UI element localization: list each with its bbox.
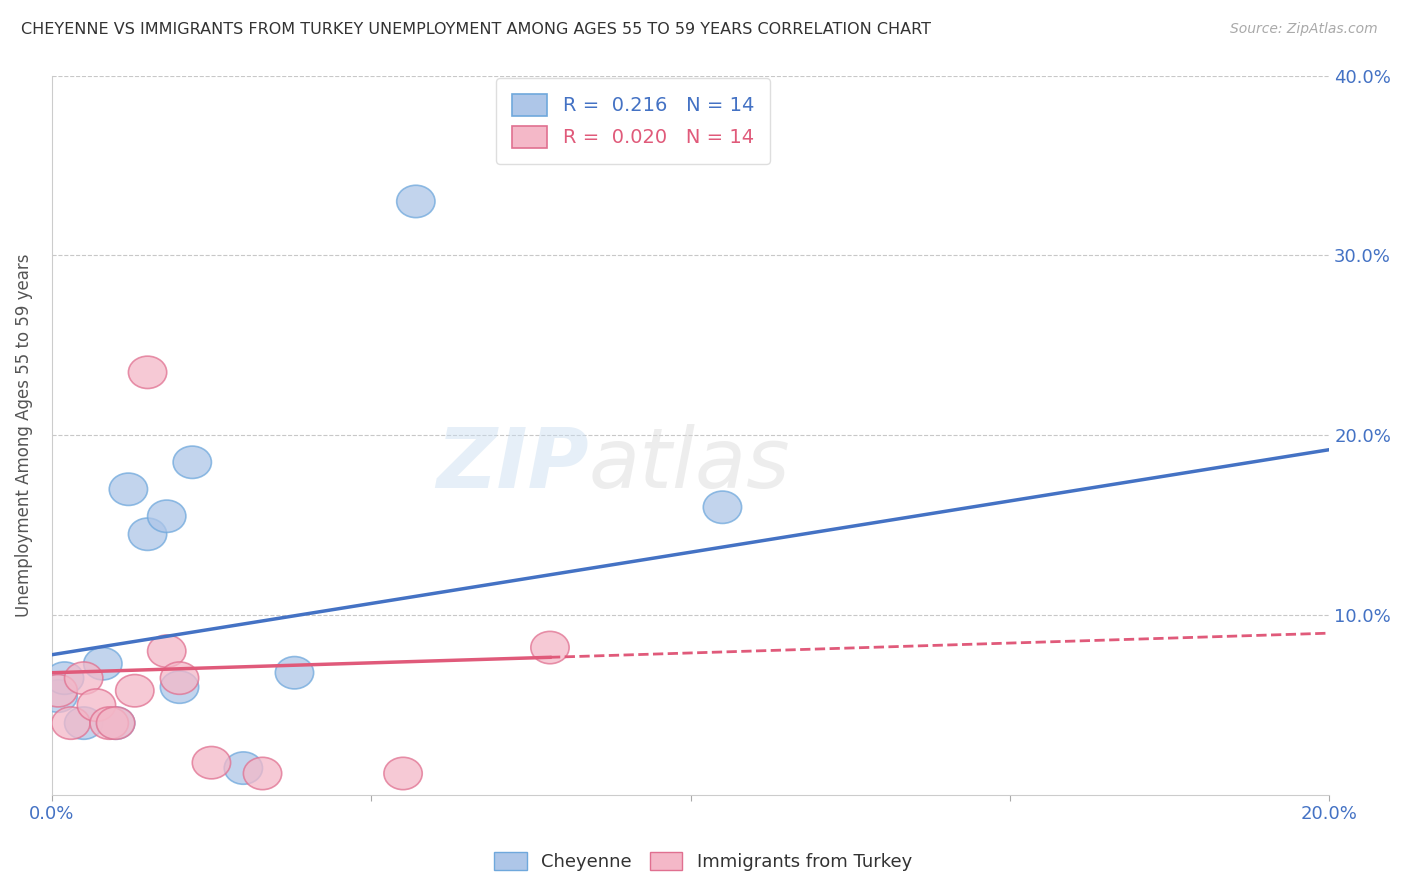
Ellipse shape: [65, 662, 103, 694]
Text: Source: ZipAtlas.com: Source: ZipAtlas.com: [1230, 22, 1378, 37]
Ellipse shape: [115, 674, 153, 707]
Ellipse shape: [384, 757, 422, 789]
Ellipse shape: [97, 707, 135, 739]
Ellipse shape: [84, 648, 122, 680]
Ellipse shape: [531, 632, 569, 664]
Ellipse shape: [45, 662, 84, 694]
Ellipse shape: [703, 491, 741, 524]
Ellipse shape: [39, 680, 77, 713]
Ellipse shape: [173, 446, 211, 478]
Ellipse shape: [128, 356, 167, 389]
Legend: Cheyenne, Immigrants from Turkey: Cheyenne, Immigrants from Turkey: [486, 845, 920, 879]
Y-axis label: Unemployment Among Ages 55 to 59 years: Unemployment Among Ages 55 to 59 years: [15, 253, 32, 617]
Ellipse shape: [224, 752, 263, 784]
Legend: R =  0.216   N = 14, R =  0.020   N = 14: R = 0.216 N = 14, R = 0.020 N = 14: [496, 78, 769, 164]
Ellipse shape: [52, 707, 90, 739]
Ellipse shape: [148, 635, 186, 667]
Text: CHEYENNE VS IMMIGRANTS FROM TURKEY UNEMPLOYMENT AMONG AGES 55 TO 59 YEARS CORREL: CHEYENNE VS IMMIGRANTS FROM TURKEY UNEMP…: [21, 22, 931, 37]
Ellipse shape: [243, 757, 281, 789]
Ellipse shape: [148, 500, 186, 533]
Ellipse shape: [160, 662, 198, 694]
Ellipse shape: [97, 707, 135, 739]
Ellipse shape: [90, 707, 128, 739]
Ellipse shape: [193, 747, 231, 779]
Ellipse shape: [110, 473, 148, 506]
Ellipse shape: [276, 657, 314, 689]
Ellipse shape: [128, 518, 167, 550]
Ellipse shape: [160, 671, 198, 703]
Ellipse shape: [396, 186, 434, 218]
Ellipse shape: [65, 707, 103, 739]
Ellipse shape: [77, 689, 115, 722]
Ellipse shape: [39, 674, 77, 707]
Text: atlas: atlas: [588, 424, 790, 505]
Text: ZIP: ZIP: [436, 424, 588, 505]
